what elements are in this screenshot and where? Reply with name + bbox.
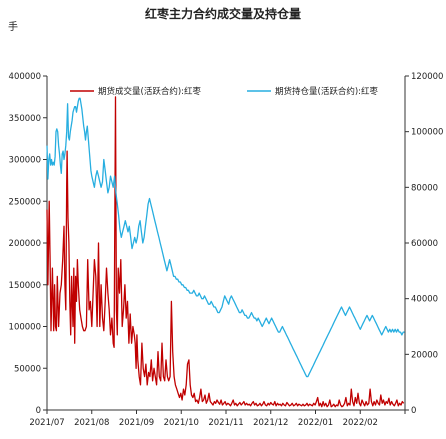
x-tick-label: 2021/07 (29, 418, 64, 428)
y-right-tick-label: 20000 (411, 350, 438, 360)
legend-label: 期货持仓量(活跃合约):红枣 (275, 86, 378, 97)
series-line-volume (46, 96, 405, 408)
legend: 期货成交量(活跃合约):红枣 期货持仓量(活跃合约):红枣 (70, 86, 378, 97)
x-tick-label: 2021/09 (119, 418, 154, 428)
y-left-tick-label: 250000 (9, 197, 41, 207)
y-left-tick-label: 150000 (9, 281, 41, 291)
y-left-tick-label: 0 (36, 406, 41, 416)
x-tick-label: 2022/01 (298, 418, 333, 428)
x-tick-label: 2022/02 (343, 418, 378, 428)
y-right-tick-label: 100000 (411, 128, 443, 138)
y-left-tick-label: 50000 (14, 364, 41, 374)
y-right-tick-label: 60000 (411, 239, 438, 249)
series-group (46, 96, 405, 408)
axes-group: 0500001000001500002000002500003000003500… (9, 72, 444, 428)
series-line-open-interest (46, 97, 405, 378)
x-tick-label: 2021/10 (164, 418, 199, 428)
y-left-tick-label: 200000 (9, 239, 41, 249)
y-left-tick-label: 350000 (9, 114, 41, 124)
y-right-tick-label: 40000 (411, 295, 438, 305)
y-right-tick-label: 80000 (411, 183, 438, 193)
y-left-tick-label: 300000 (9, 156, 41, 166)
legend-label: 期货成交量(活跃合约):红枣 (98, 86, 201, 97)
x-tick-label: 2021/08 (74, 418, 109, 428)
x-tick-label: 2021/12 (253, 418, 288, 428)
y-right-tick-label: 0 (411, 406, 416, 416)
x-tick-label: 2021/11 (208, 418, 243, 428)
y-left-tick-label: 100000 (9, 323, 41, 333)
y-left-tick-label: 400000 (9, 72, 41, 82)
y-right-tick-label: 120000 (411, 72, 443, 82)
y-unit-label: 手 (8, 20, 18, 33)
chart-title: 红枣主力合约成交量及持仓量 (145, 6, 301, 21)
